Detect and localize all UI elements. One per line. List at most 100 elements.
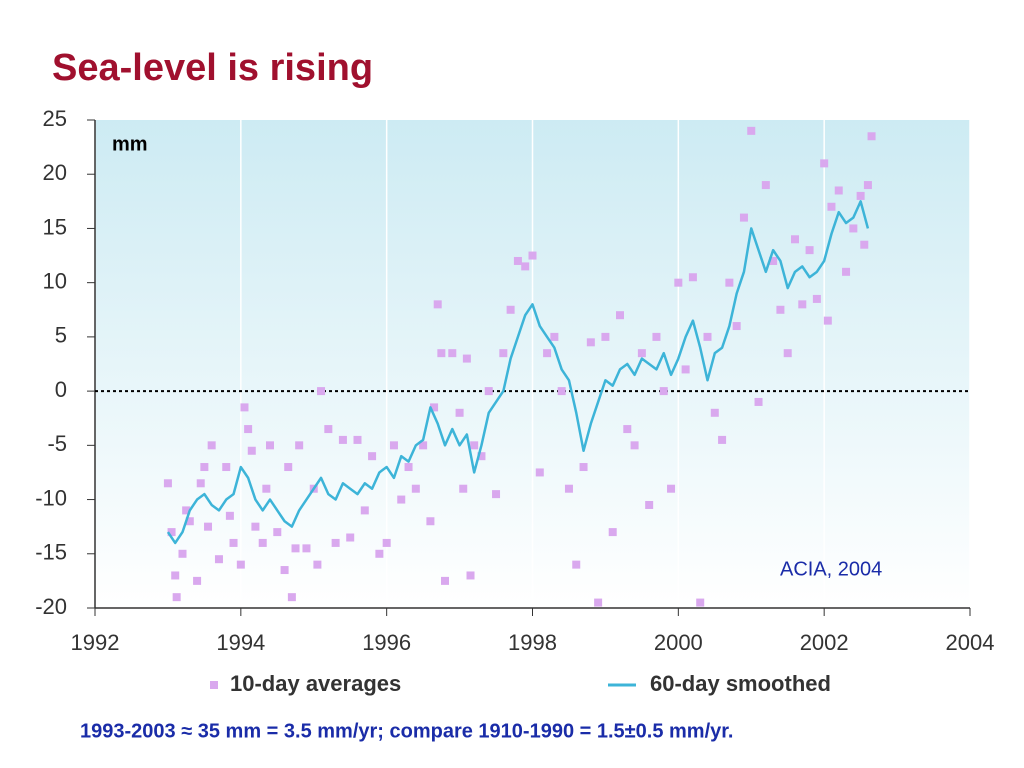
- data-point: [240, 403, 249, 412]
- data-point: [455, 408, 464, 417]
- data-point: [207, 441, 216, 450]
- x-tick-label: 2004: [946, 630, 995, 655]
- data-point: [167, 528, 176, 537]
- x-tick-label: 1994: [216, 630, 265, 655]
- data-point: [295, 441, 304, 450]
- data-point: [856, 191, 865, 200]
- data-point: [623, 425, 632, 434]
- data-point: [860, 240, 869, 249]
- data-point: [652, 332, 661, 341]
- data-point: [222, 463, 231, 472]
- data-point: [688, 273, 697, 282]
- data-point: [225, 511, 234, 520]
- data-point: [251, 522, 260, 531]
- data-point: [637, 349, 646, 358]
- data-point: [812, 294, 821, 303]
- data-point: [842, 267, 851, 276]
- data-point: [419, 441, 428, 450]
- data-point: [302, 544, 311, 553]
- data-point: [863, 181, 872, 190]
- data-point: [433, 300, 442, 309]
- data-point: [360, 506, 369, 515]
- data-point: [739, 213, 748, 222]
- data-point: [550, 332, 559, 341]
- x-tick-label: 2000: [654, 630, 703, 655]
- data-point: [696, 598, 705, 607]
- data-point: [426, 517, 435, 526]
- data-point: [375, 549, 384, 558]
- y-tick-label: 0: [55, 377, 67, 402]
- y-tick-label: 5: [55, 323, 67, 348]
- data-point: [601, 332, 610, 341]
- data-point: [586, 338, 595, 347]
- data-point: [535, 468, 544, 477]
- y-tick-label: -10: [35, 485, 67, 510]
- data-point: [477, 452, 486, 461]
- data-point: [172, 593, 181, 602]
- data-point: [499, 349, 508, 358]
- legend-label: 10-day averages: [230, 671, 401, 696]
- data-point: [389, 441, 398, 450]
- data-point: [214, 555, 223, 564]
- data-point: [247, 446, 256, 455]
- data-point: [543, 349, 552, 358]
- data-point: [280, 566, 289, 575]
- data-point: [572, 560, 581, 569]
- data-line: [166, 200, 870, 545]
- data-point: [681, 365, 690, 374]
- y-tick-label: 20: [43, 160, 67, 185]
- data-point: [710, 408, 719, 417]
- x-tick-label: 2002: [800, 630, 849, 655]
- y-tick-label: -20: [35, 594, 67, 619]
- data-point: [229, 538, 238, 547]
- data-point: [521, 262, 530, 271]
- y-tick-label: -5: [47, 431, 67, 456]
- data-point: [193, 576, 202, 585]
- data-point: [513, 256, 522, 265]
- data-point: [703, 332, 712, 341]
- data-point: [834, 186, 843, 195]
- legend-marker: [210, 681, 218, 689]
- data-point: [564, 484, 573, 493]
- data-point: [284, 463, 293, 472]
- data-point: [317, 387, 326, 396]
- data-point: [867, 132, 876, 141]
- data-point: [382, 538, 391, 547]
- data-point: [769, 256, 778, 265]
- data-point: [437, 349, 446, 358]
- data-point: [287, 593, 296, 602]
- data-point: [557, 387, 566, 396]
- legend-label: 60-day smoothed: [650, 671, 831, 696]
- data-point: [594, 598, 603, 607]
- data-point: [506, 305, 515, 314]
- data-point: [725, 278, 734, 287]
- y-tick-label: 25: [43, 106, 67, 131]
- data-point: [244, 425, 253, 434]
- data-point: [262, 484, 271, 493]
- annotation: ACIA, 2004: [780, 558, 882, 580]
- data-point: [667, 484, 676, 493]
- data-point: [791, 235, 799, 244]
- data-point: [404, 463, 413, 472]
- data-point: [266, 441, 274, 450]
- data-point: [346, 533, 355, 542]
- data-point: [258, 538, 267, 547]
- x-tick-label: 1992: [71, 630, 120, 655]
- data-point: [353, 435, 362, 444]
- data-point: [823, 316, 832, 325]
- data-point: [368, 452, 377, 461]
- data-point: [462, 354, 471, 363]
- data-point: [747, 126, 756, 135]
- x-tick-label: 1998: [508, 630, 557, 655]
- data-point: [492, 490, 501, 499]
- data-point: [776, 305, 785, 314]
- data-point: [397, 495, 406, 504]
- data-point: [324, 425, 333, 434]
- data-point: [630, 441, 639, 450]
- data-point: [441, 576, 449, 585]
- data-point: [528, 251, 537, 260]
- y-tick-label: 10: [43, 268, 67, 293]
- data-point: [313, 560, 322, 569]
